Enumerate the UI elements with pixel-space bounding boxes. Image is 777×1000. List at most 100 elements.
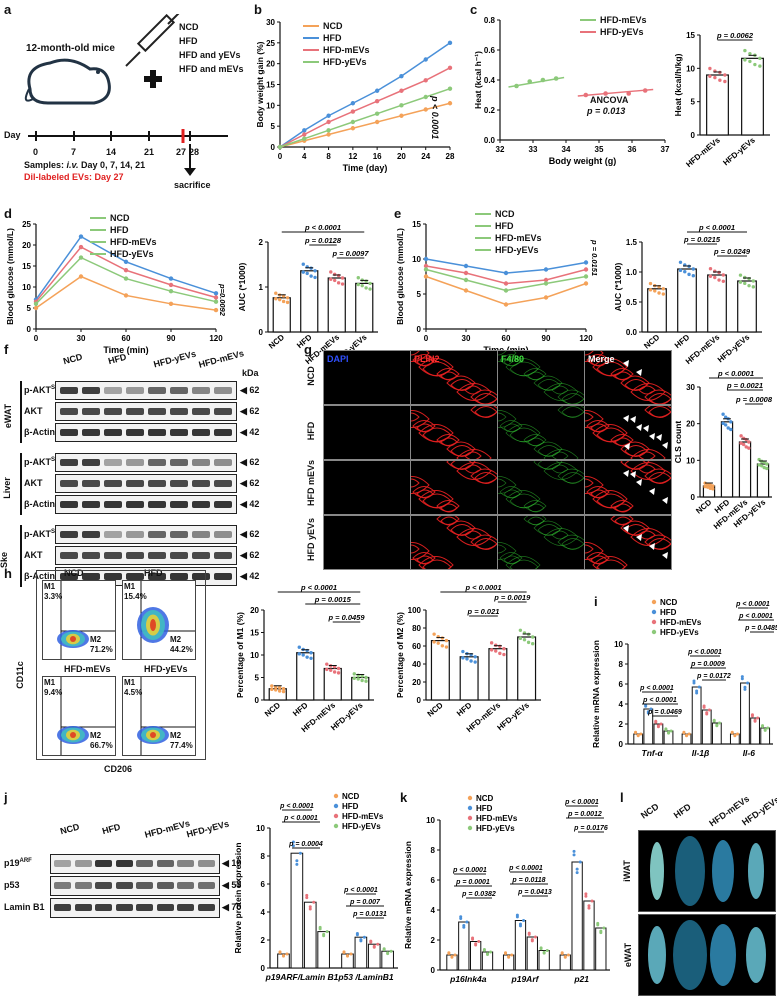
x-axis-label: Time (min) — [103, 345, 148, 355]
blot-group-label: HFD-yEVs — [185, 818, 231, 840]
blot-row-label: Lamin B1 — [4, 902, 45, 912]
panel-k-label: k — [400, 790, 408, 805]
panel-a-schematic — [24, 14, 228, 176]
flow-plot — [42, 580, 116, 660]
m2-gate: M2 77.4% — [170, 731, 193, 750]
data-point — [469, 659, 473, 663]
micro-cells — [394, 402, 500, 467]
data-point — [350, 109, 356, 114]
data-point — [447, 40, 453, 46]
cell-outline — [489, 412, 507, 422]
data-point — [329, 668, 333, 672]
data-point — [761, 724, 765, 728]
data-point — [313, 275, 317, 280]
y-tick-label: 0 — [417, 325, 422, 334]
data-point — [503, 302, 509, 307]
micro-cells — [324, 461, 410, 514]
data-point — [333, 272, 337, 277]
cell-outline — [537, 445, 561, 457]
cell-outline — [456, 449, 492, 467]
data-point — [583, 281, 589, 286]
data-point — [707, 708, 711, 712]
data-point — [356, 282, 360, 287]
data-point — [740, 677, 744, 681]
category-label: Tnf-α — [642, 748, 664, 758]
ancova-p: p = 0.013 — [587, 106, 626, 116]
data-point — [741, 436, 746, 441]
legend-label: HFD — [342, 802, 359, 811]
legend-c: HFD-mEVs HFD-yEVs — [580, 14, 647, 38]
blot-band — [148, 429, 166, 436]
arrowhead — [636, 424, 642, 431]
ancova-label: ANCOVA — [590, 95, 629, 105]
y-tick-label: 6 — [619, 680, 624, 689]
data-point — [432, 640, 436, 644]
legend-d: NCD HFD HFD-mEVs HFD-yEVs — [90, 212, 157, 260]
blot-band — [148, 408, 166, 415]
micro-image — [323, 460, 411, 515]
data-point — [340, 282, 345, 286]
data-point — [399, 103, 404, 108]
arrowhead — [643, 425, 649, 432]
blot-band — [192, 429, 210, 436]
data-point — [751, 285, 756, 289]
data-point — [644, 704, 648, 708]
data-point — [278, 297, 282, 302]
data-point — [533, 935, 537, 939]
x-tick-label: 30 — [77, 334, 86, 343]
data-point — [274, 297, 278, 301]
data-point — [648, 281, 653, 286]
bar — [760, 727, 771, 745]
cell-outline — [614, 516, 632, 526]
blot-band — [104, 501, 122, 508]
panel-d-label: d — [4, 206, 12, 221]
blot-band — [74, 860, 92, 867]
data-point — [309, 651, 313, 655]
blot-band — [126, 480, 144, 487]
data-point — [723, 423, 728, 427]
micro-cells — [481, 454, 587, 513]
y-tick-label: 10 — [256, 824, 265, 833]
bar — [738, 441, 752, 498]
blot-band — [82, 459, 100, 466]
blot-strip — [50, 854, 220, 874]
data-point — [757, 463, 761, 467]
blot-strip — [55, 423, 237, 442]
data-point — [747, 446, 751, 450]
data-point — [355, 933, 359, 937]
data-point — [723, 415, 728, 419]
micro-cells — [394, 513, 500, 575]
chart-i-bar: 0 2 4 6 8 10 Relative mRNA expression Tnf-α Il-1… — [591, 598, 777, 758]
cell-outline — [456, 383, 492, 401]
series-line — [279, 67, 451, 148]
data-point — [753, 719, 757, 723]
category-label: NCD — [642, 333, 661, 351]
data-point — [350, 101, 356, 106]
bar — [290, 852, 304, 969]
data-point — [711, 484, 715, 488]
p-value: p < 0.0001 — [698, 223, 735, 232]
blot-band — [126, 387, 144, 394]
x-tick-label: 120 — [579, 334, 593, 343]
category-label: p19Arf — [511, 974, 540, 984]
data-point — [473, 660, 477, 664]
data-point — [657, 291, 661, 295]
data-point — [667, 731, 671, 735]
bar — [740, 682, 750, 745]
cell-outline — [499, 420, 523, 432]
bar — [469, 941, 482, 971]
cell-outline — [503, 555, 521, 565]
density-cloud — [70, 732, 76, 738]
y-tick-label: 20 — [266, 60, 275, 69]
data-point — [765, 466, 769, 471]
flow-frame — [36, 570, 206, 760]
cell-outline — [527, 516, 545, 526]
data-point — [695, 691, 699, 695]
plus-icon — [144, 70, 162, 88]
data-point — [654, 720, 658, 724]
blot-band — [82, 429, 100, 436]
data-point — [362, 935, 366, 939]
data-point — [711, 487, 715, 491]
tissue-bracket — [20, 525, 22, 587]
